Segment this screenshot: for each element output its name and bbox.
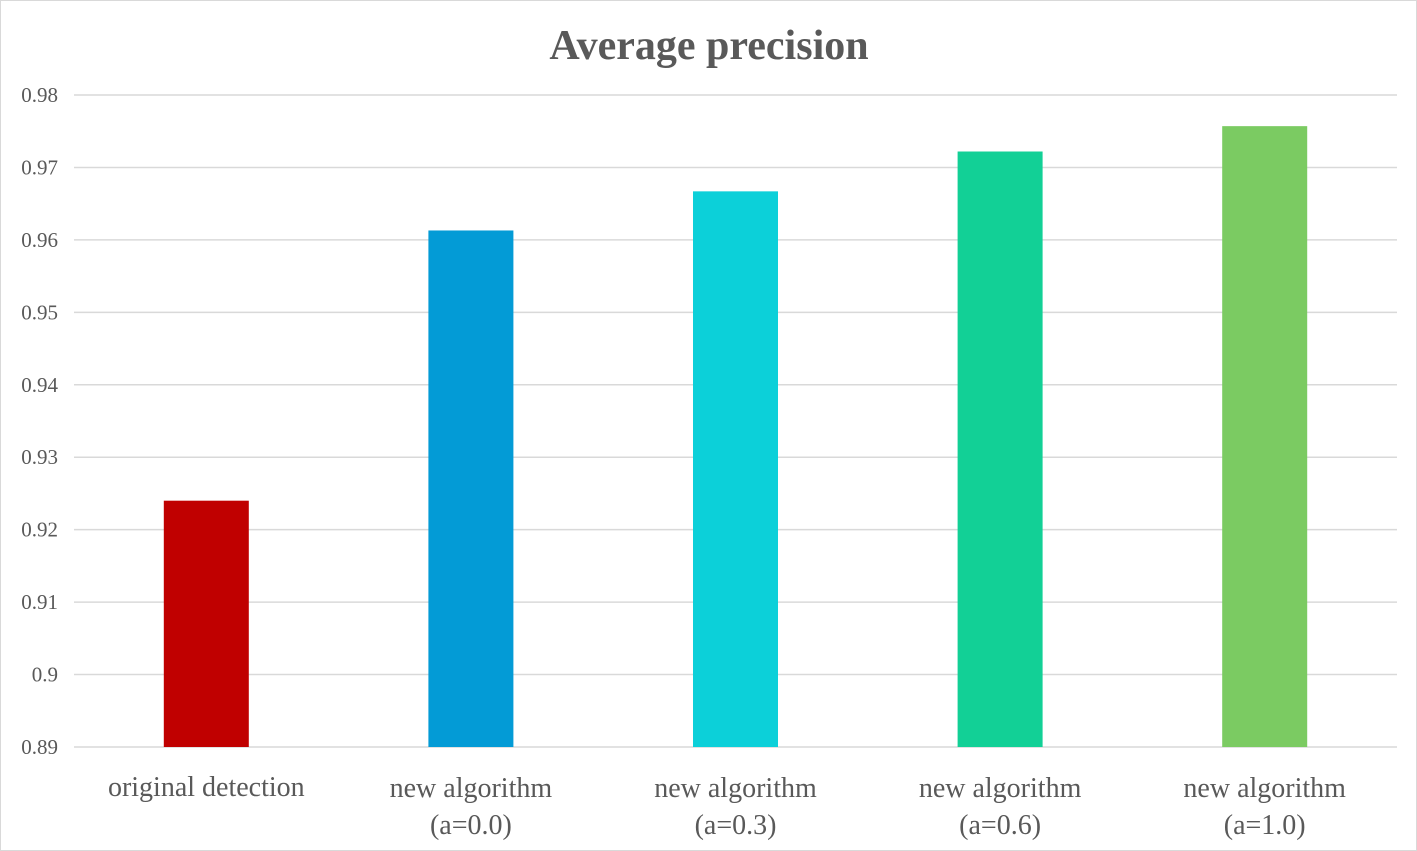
y-tick-label: 0.9 xyxy=(32,663,58,687)
x-category-label: new algorithm (a=0.6) xyxy=(919,773,1082,841)
y-tick-label: 0.97 xyxy=(21,155,58,179)
y-axis-ticks: 0.89 0.9 0.91 0.92 0.93 0.94 0.95 0.96 0.97 0.98 xyxy=(21,83,58,759)
x-category-label: new algorithm (a=1.0) xyxy=(1183,773,1346,841)
bars xyxy=(163,126,1308,748)
bar xyxy=(957,151,1043,748)
y-tick-label: 0.93 xyxy=(21,445,58,469)
y-tick-label: 0.91 xyxy=(21,590,58,614)
bar xyxy=(693,191,778,748)
y-tick-label: 0.94 xyxy=(21,373,58,397)
bar xyxy=(163,500,249,747)
x-axis-labels: original detection new algorithm (a=0.0) ne… xyxy=(108,772,1346,841)
bar xyxy=(1222,126,1308,747)
chart-title: Average precision xyxy=(549,23,868,69)
y-tick-label: 0.96 xyxy=(21,228,58,252)
x-category-label: new algorithm (a=0.3) xyxy=(654,773,817,841)
y-tick-label: 0.92 xyxy=(21,518,58,542)
y-tick-label: 0.95 xyxy=(21,300,58,324)
bar xyxy=(428,230,514,747)
x-category-label: new algorithm (a=0.0) xyxy=(390,773,553,841)
x-category-label: original detection xyxy=(108,772,305,803)
y-tick-label: 0.89 xyxy=(21,735,58,759)
y-tick-label: 0.98 xyxy=(21,83,58,107)
